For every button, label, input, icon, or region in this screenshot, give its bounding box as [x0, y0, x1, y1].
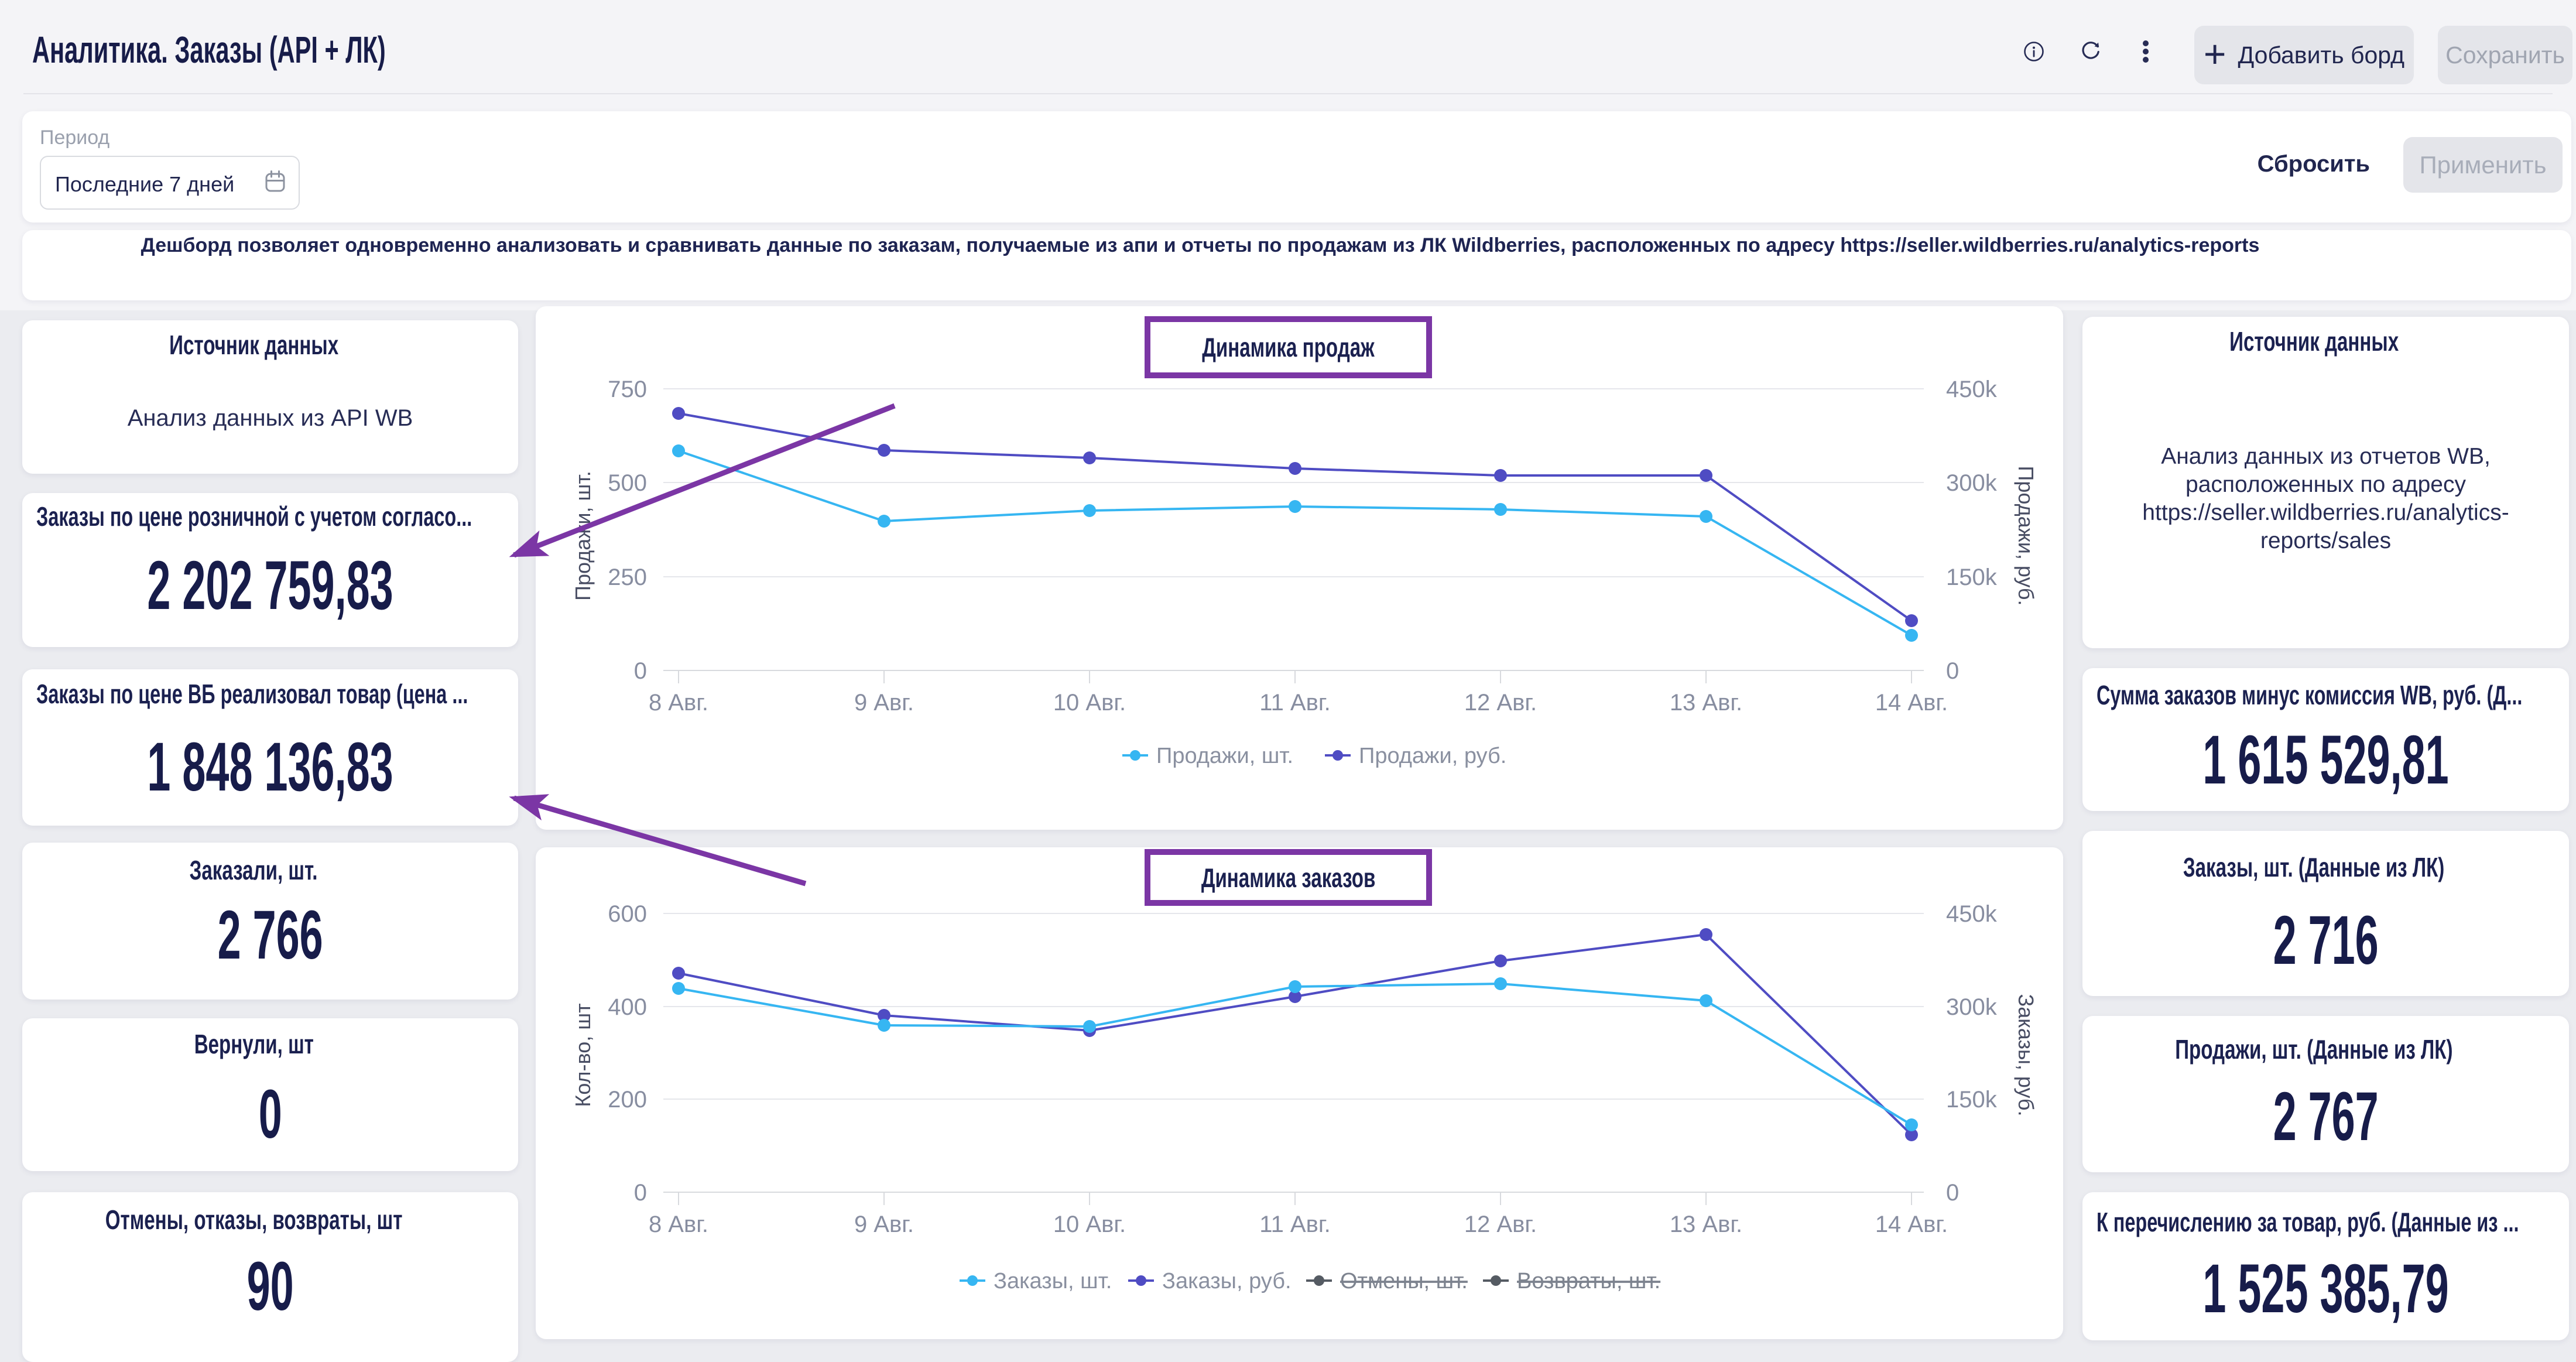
svg-text:0: 0 [634, 1180, 647, 1206]
svg-text:500: 500 [608, 470, 647, 496]
svg-text:200: 200 [608, 1087, 647, 1113]
svg-text:9 Авг.: 9 Авг. [854, 1212, 914, 1237]
svg-text:14 Авг.: 14 Авг. [1875, 690, 1948, 716]
svg-text:Заказы, руб.: Заказы, руб. [2014, 994, 2038, 1117]
svg-text:11 Авг.: 11 Авг. [1259, 1212, 1330, 1237]
svg-text:11 Авг.: 11 Авг. [1259, 690, 1330, 716]
svg-text:Заказы, шт.: Заказы, шт. [994, 1269, 1112, 1293]
svg-text:8 Авг.: 8 Авг. [649, 1212, 708, 1237]
svg-text:12 Авг.: 12 Авг. [1464, 690, 1537, 716]
svg-text:Кол-во, шт: Кол-во, шт [571, 1003, 595, 1107]
svg-text:0: 0 [634, 658, 647, 684]
svg-text:150k: 150k [1946, 564, 1998, 590]
svg-text:150k: 150k [1946, 1087, 1998, 1113]
svg-text:10 Авг.: 10 Авг. [1053, 690, 1126, 716]
svg-text:600: 600 [608, 901, 647, 927]
svg-text:250: 250 [608, 564, 647, 590]
svg-text:Продажи, руб.: Продажи, руб. [1359, 744, 1506, 768]
svg-text:12 Авг.: 12 Авг. [1464, 1212, 1537, 1237]
svg-text:Продажи, руб.: Продажи, руб. [2014, 466, 2038, 606]
svg-text:Возвраты, шт.: Возвраты, шт. [1517, 1269, 1660, 1293]
svg-text:300k: 300k [1946, 994, 1998, 1020]
svg-text:Заказы, руб.: Заказы, руб. [1162, 1269, 1292, 1293]
svg-text:8 Авг.: 8 Авг. [649, 690, 708, 716]
svg-text:450k: 450k [1946, 377, 1998, 402]
svg-text:13 Авг.: 13 Авг. [1670, 690, 1742, 716]
svg-text:13 Авг.: 13 Авг. [1670, 1212, 1742, 1237]
svg-text:14 Авг.: 14 Авг. [1875, 1212, 1948, 1237]
svg-text:Отмены, шт.: Отмены, шт. [1340, 1269, 1468, 1293]
svg-text:9 Авг.: 9 Авг. [854, 690, 914, 716]
svg-text:300k: 300k [1946, 470, 1998, 496]
svg-text:750: 750 [608, 377, 647, 402]
svg-text:Продажи, шт.: Продажи, шт. [571, 471, 595, 601]
svg-text:0: 0 [1946, 658, 1959, 684]
svg-text:0: 0 [1946, 1180, 1959, 1206]
svg-text:Продажи, шт.: Продажи, шт. [1156, 744, 1293, 768]
svg-text:10 Авг.: 10 Авг. [1053, 1212, 1126, 1237]
svg-text:450k: 450k [1946, 901, 1998, 927]
svg-text:400: 400 [608, 994, 647, 1020]
